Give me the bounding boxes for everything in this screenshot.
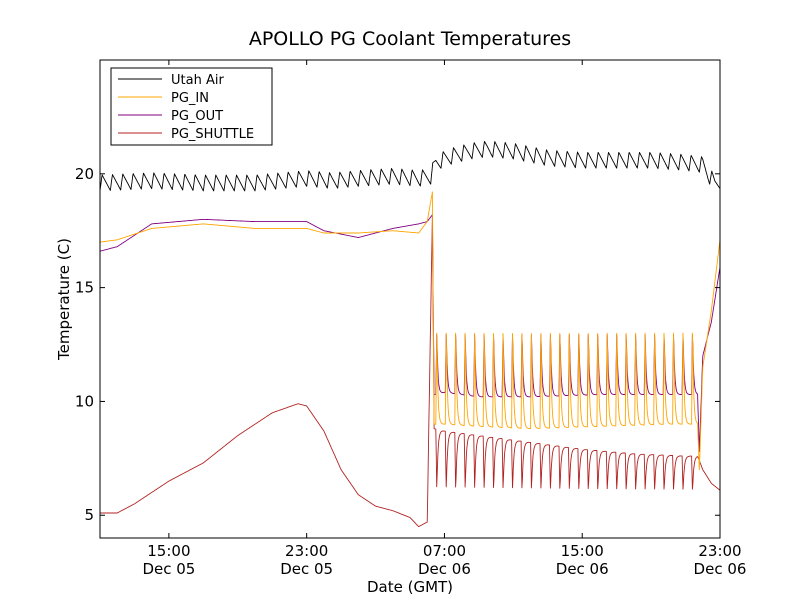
x-tick-label-date: Dec 05 (280, 560, 333, 578)
y-tick-label: 15 (75, 279, 94, 297)
x-tick-label-time: 15:00 (561, 542, 604, 560)
x-tick-label-date: Dec 06 (694, 560, 747, 578)
x-tick-label-date: Dec 06 (556, 560, 609, 578)
x-tick-label-time: 23:00 (285, 542, 328, 560)
y-tick-label: 5 (84, 506, 94, 524)
x-tick-label-time: 07:00 (423, 542, 466, 560)
legend: Utah Air PG_IN PG_OUT PG_SHUTTLE (110, 67, 273, 146)
y-tick-label: 20 (75, 165, 94, 183)
legend-label-pg-in: PG_IN (171, 91, 209, 106)
x-tick-label-date: Dec 06 (418, 560, 471, 578)
legend-label-pg-shuttle: PG_SHUTTLE (171, 127, 254, 142)
x-tick-label-time: 23:00 (698, 542, 741, 560)
plot-frame (99, 59, 721, 539)
series-pg-in-line (99, 191, 721, 471)
legend-label-utah-air: Utah Air (171, 73, 224, 88)
series-layer (99, 140, 721, 528)
x-tick-label-date: Dec 05 (142, 560, 195, 578)
legend-frame (110, 67, 273, 146)
chart-title: APOLLO PG Coolant Temperatures (249, 28, 571, 50)
x-tick-label-time: 15:00 (147, 542, 190, 560)
legend-label-pg-out: PG_OUT (171, 109, 223, 124)
x-axis-label: Date (GMT) (367, 578, 453, 596)
y-tick-label: 10 (75, 392, 94, 410)
series-pg-shuttle-line (99, 214, 721, 528)
y-axis-label: Temperature (C) (55, 238, 73, 361)
series-utah-air-line (99, 140, 721, 192)
